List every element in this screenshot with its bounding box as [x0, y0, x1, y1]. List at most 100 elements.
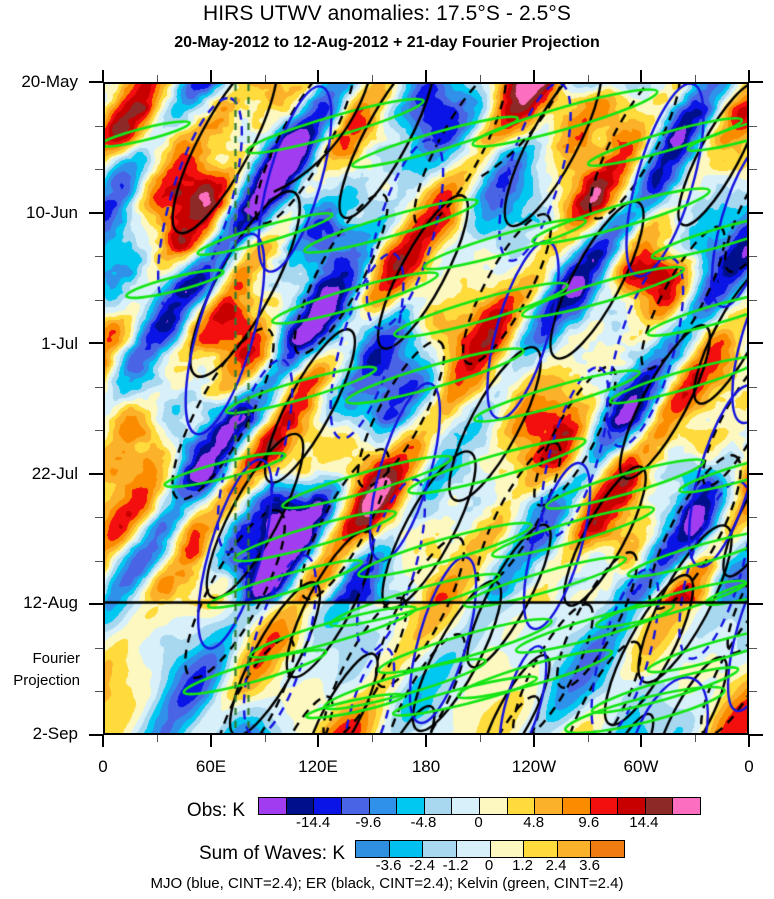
colorbar-swatch — [507, 798, 536, 814]
colorbar-swatch — [259, 798, 287, 814]
x-tick-label-6: 0 — [744, 757, 754, 776]
y-tick-label-1: 10-Jun — [26, 203, 78, 222]
axis-tick — [89, 342, 103, 344]
axis-tick — [749, 734, 763, 736]
axis-tick — [102, 70, 104, 82]
colorbar-obs — [258, 797, 701, 815]
colorbar-swatch — [341, 798, 370, 814]
colorbar-swatch — [423, 841, 457, 857]
axis-tick — [695, 75, 696, 82]
axis-tick — [695, 735, 696, 742]
colorbar-swatch — [480, 798, 508, 814]
figure-caption: MJO (blue, CINT=2.4); ER (black, CINT=2.… — [150, 875, 624, 892]
axis-tick — [480, 75, 481, 82]
colorbar-swatch — [286, 798, 315, 814]
axis-tick — [95, 256, 103, 257]
colorbar-swatch — [562, 798, 591, 814]
colorbar-tick-label: 0 — [474, 814, 483, 831]
axis-tick — [95, 648, 103, 649]
x-tick-label-1: 60E — [195, 757, 227, 776]
colorbar-tick-label: -1.2 — [442, 857, 469, 874]
axis-tick — [533, 70, 535, 82]
colorbar-swatch — [591, 841, 624, 857]
fourier-projection-note-line1: Fourier — [32, 650, 80, 667]
axis-tick — [749, 300, 757, 301]
axis-tick — [265, 735, 266, 742]
axis-tick — [749, 387, 757, 388]
axis-tick — [89, 81, 103, 83]
axis-tick — [640, 735, 642, 747]
colorbar-tick-label: -2.4 — [409, 857, 435, 874]
page-title: HIRS UTWV anomalies: 17.5°S - 2.5°S — [202, 2, 572, 25]
axis-tick — [749, 126, 757, 127]
axis-tick — [89, 734, 103, 736]
axis-tick — [749, 603, 763, 605]
x-tick-label-5: 60W — [623, 757, 659, 776]
axis-tick — [749, 691, 757, 692]
axis-tick — [372, 735, 373, 742]
axis-tick — [588, 75, 589, 82]
colorbar-tick-label: 3.6 — [579, 857, 600, 874]
colorbar-swatch — [424, 798, 453, 814]
axis-tick — [317, 70, 319, 82]
colorbar-tick-label: 1.2 — [512, 857, 533, 874]
x-tick-label-2: 120E — [298, 757, 338, 776]
axis-tick — [317, 735, 319, 747]
y-tick-label-4: 12-Aug — [23, 593, 78, 612]
axis-tick — [89, 212, 103, 214]
axis-tick — [210, 70, 212, 82]
axis-tick — [210, 735, 212, 747]
colorbar-tick-label: 2.4 — [545, 857, 567, 874]
colorbar-swatch — [673, 798, 700, 814]
y-tick-label-5: 2-Sep — [32, 724, 78, 743]
colorbar-obs-label: Obs: K — [186, 800, 245, 821]
colorbar-swatch — [314, 798, 342, 814]
axis-tick — [102, 735, 104, 747]
fourier-projection-note-line2: Projection — [13, 672, 80, 689]
colorbar-swatch — [397, 798, 425, 814]
x-tick-label-3: 180 — [411, 757, 441, 776]
axis-tick — [588, 735, 589, 742]
colorbar-swatch — [389, 841, 424, 857]
colorbar-tick-label: -4.8 — [410, 814, 437, 831]
axis-tick — [425, 70, 427, 82]
axis-tick — [749, 517, 757, 518]
axis-tick — [95, 126, 103, 127]
colorbar-tick-label: -3.6 — [375, 857, 402, 874]
axis-tick — [425, 735, 427, 747]
axis-tick — [372, 75, 373, 82]
axis-tick — [89, 603, 103, 605]
axis-tick — [95, 691, 103, 692]
x-tick-label-4: 120W — [511, 757, 557, 776]
colorbar-swatch — [557, 841, 592, 857]
y-tick-label-0: 20-May — [21, 72, 78, 91]
colorbar-tick-label: 9.6 — [578, 814, 600, 831]
axis-tick — [95, 561, 103, 562]
colorbar-swatch — [490, 841, 525, 857]
colorbar-swatch — [590, 798, 619, 814]
colorbar-tick-label: 14.4 — [629, 814, 659, 831]
axis-tick — [157, 735, 158, 742]
hovmoller-canvas — [105, 84, 747, 733]
axis-tick — [265, 75, 266, 82]
axis-tick — [89, 473, 103, 475]
axis-tick — [749, 561, 757, 562]
colorbar-swatch — [524, 841, 558, 857]
axis-tick — [95, 430, 103, 431]
colorbar-swatch — [618, 798, 646, 814]
colorbar-sum-of-waves — [355, 840, 625, 858]
colorbar-waves-label: Sum of Waves: K — [198, 843, 345, 864]
axis-tick — [748, 735, 750, 747]
colorbar-tick-label: 4.8 — [523, 814, 545, 831]
axis-tick — [95, 387, 103, 388]
axis-tick — [749, 430, 757, 431]
axis-tick — [749, 81, 763, 83]
axis-tick — [749, 342, 763, 344]
axis-tick — [749, 648, 757, 649]
y-tick-label-2: 1-Jul — [41, 334, 78, 353]
page-subtitle: 20-May-2012 to 12-Aug-2012 + 21-day Four… — [174, 34, 600, 51]
colorbar-swatch — [456, 841, 491, 857]
axis-tick — [95, 300, 103, 301]
axis-tick — [95, 517, 103, 518]
axis-tick — [749, 169, 757, 170]
